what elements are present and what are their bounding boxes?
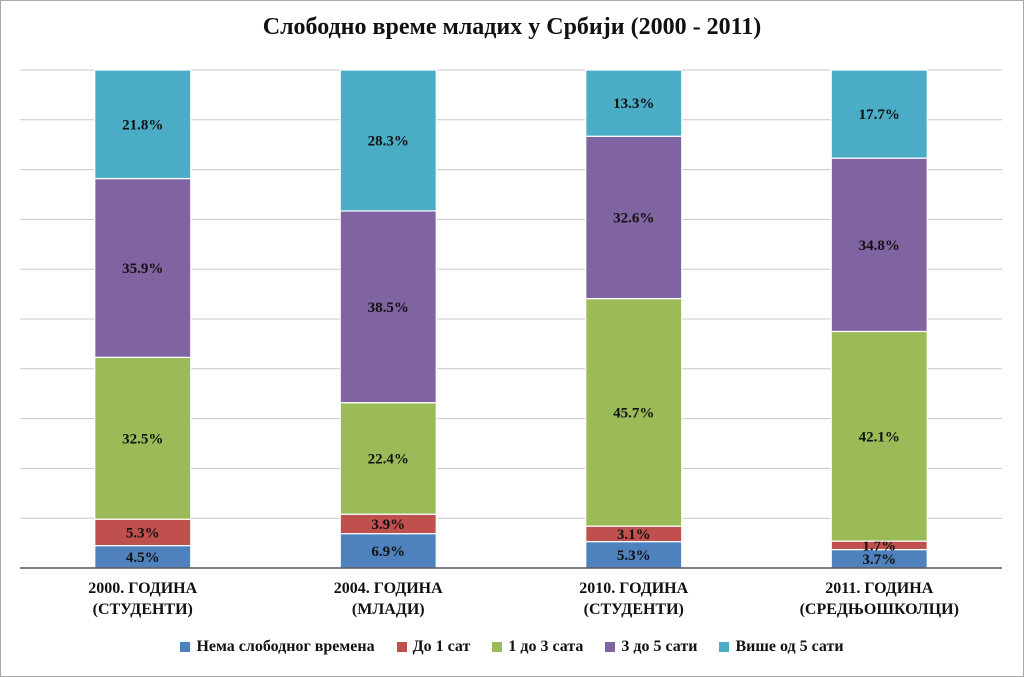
data-label: 32.6% [613,210,654,226]
category-label: (МЛАДИ) [352,601,425,618]
bar-segment [830,157,928,333]
legend-label: Више од 5 сати [735,638,844,655]
category-label: 2000. ГОДИНА [88,580,197,597]
chart-title: Слободно време младих у Србији (2000 - 2… [262,14,762,40]
legend-label: 1 до 3 сата [508,638,584,655]
bar-segment [830,330,928,542]
data-label: 35.9% [122,261,163,277]
bar-segment [339,210,437,404]
data-label: 42.1% [859,429,900,445]
category-label: 2011. ГОДИНА [825,580,933,597]
data-label: 3.1% [617,527,651,543]
bar-segment [94,177,192,358]
data-label: 17.7% [859,107,900,123]
data-label: 21.8% [122,117,163,133]
bar-segment [585,135,683,300]
legend-item: 3 до 5 сати [605,638,697,656]
data-label: 38.5% [368,300,409,316]
category-label: (СТУДЕНТИ) [93,601,193,618]
data-label: 6.9% [371,544,405,560]
legend-item: 1 до 3 сата [492,638,583,656]
bar-segment [830,69,928,159]
bar-segment [339,69,437,212]
data-label: 34.8% [859,238,900,254]
data-label: 1.7% [862,538,896,554]
data-label: 5.3% [126,525,160,541]
bar-segment [585,541,683,569]
legend-swatch [719,642,730,652]
legend-label: До 1 сат [412,638,471,655]
chart-legend: Нема слободног времена До 1 сат 1 до 3 сат… [0,638,1024,656]
data-label: 4.5% [126,550,160,566]
bar-segment [585,69,683,137]
bar-segment [585,297,683,527]
bar-segment [94,356,192,520]
bar-segment [339,402,437,515]
data-label: 5.3% [617,548,651,564]
legend-item: До 1 сат [396,638,471,656]
legend-swatch [396,642,407,652]
category-label: 2010. ГОДИНА [579,580,688,597]
data-label: 45.7% [613,405,654,421]
bar-segment [339,533,437,569]
category-label: (СРЕДЊОШКОЛЦИ) [800,601,959,618]
legend-swatch [492,642,503,652]
legend-swatch [180,642,191,652]
data-label: 13.3% [613,96,654,112]
data-label: 32.5% [122,431,163,447]
legend-swatch [605,642,616,652]
legend-label: Нема слободног времена [196,638,375,655]
bar-segment [94,69,192,180]
legend-item: Нема слободног времена [180,638,375,656]
legend-item: Више од 5 сати [719,638,844,656]
category-label: 2004. ГОДИНА [334,580,443,597]
data-label: 3.9% [371,517,405,533]
data-label: 28.3% [368,133,409,149]
legend-label: 3 до 5 сати [621,638,698,655]
category-label: (СТУДЕНТИ) [584,601,684,618]
data-label: 3.7% [862,552,896,568]
data-label: 22.4% [368,451,409,467]
